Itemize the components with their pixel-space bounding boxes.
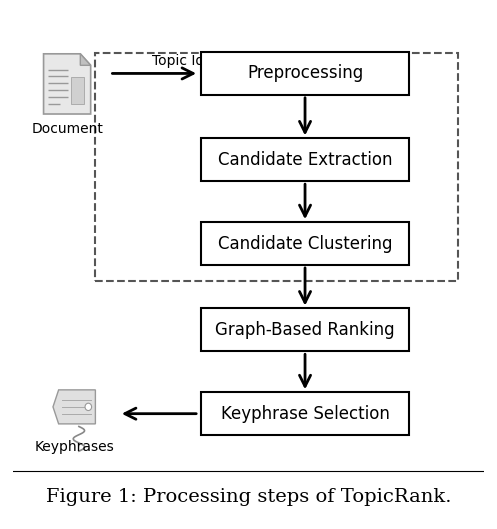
Text: Preprocessing: Preprocessing — [247, 65, 363, 83]
Text: Keyphrase Selection: Keyphrase Selection — [221, 405, 390, 423]
Bar — [201, 392, 409, 435]
Bar — [201, 222, 409, 265]
Polygon shape — [53, 390, 95, 424]
Bar — [201, 308, 409, 351]
Text: Candidate Clustering: Candidate Clustering — [218, 234, 392, 252]
Text: Figure 1: Processing steps of TopicRank.: Figure 1: Processing steps of TopicRank. — [46, 488, 451, 506]
Bar — [201, 139, 409, 181]
Text: Document: Document — [31, 122, 103, 136]
Polygon shape — [81, 54, 90, 65]
Bar — [201, 52, 409, 95]
Bar — [95, 52, 458, 281]
Text: Topic Identification: Topic Identification — [152, 54, 283, 68]
Polygon shape — [44, 54, 90, 114]
Text: Graph-Based Ranking: Graph-Based Ranking — [215, 321, 395, 339]
Text: Keyphrases: Keyphrases — [34, 440, 114, 454]
Bar — [71, 77, 83, 104]
Circle shape — [85, 403, 91, 411]
Text: Candidate Extraction: Candidate Extraction — [218, 151, 392, 169]
